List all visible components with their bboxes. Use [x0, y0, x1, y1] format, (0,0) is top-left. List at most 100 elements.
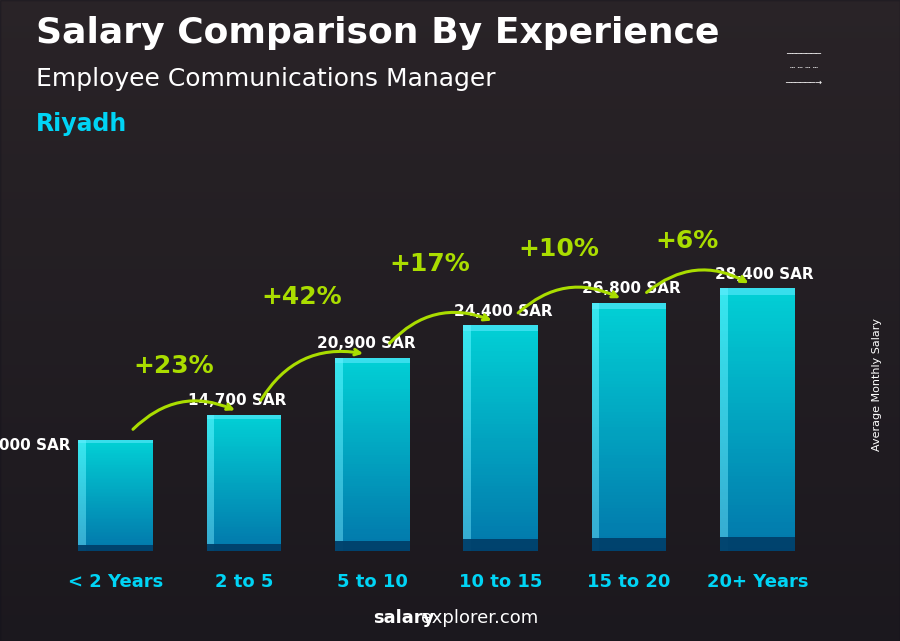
- Bar: [335, 527, 410, 529]
- Bar: [464, 340, 538, 342]
- Bar: [720, 377, 727, 380]
- Bar: [78, 469, 86, 470]
- Bar: [78, 455, 153, 457]
- Bar: [464, 337, 471, 340]
- Bar: [335, 469, 343, 471]
- Bar: [335, 367, 410, 370]
- Bar: [720, 512, 795, 515]
- Bar: [78, 488, 86, 490]
- Bar: [78, 530, 153, 532]
- Bar: [592, 310, 599, 312]
- Bar: [592, 545, 599, 548]
- Bar: [464, 495, 471, 497]
- Bar: [78, 515, 153, 517]
- Text: 14,700 SAR: 14,700 SAR: [188, 394, 287, 408]
- Bar: [207, 522, 214, 524]
- Bar: [207, 536, 281, 538]
- Bar: [720, 420, 727, 423]
- Bar: [720, 459, 727, 463]
- Bar: [78, 442, 153, 443]
- Bar: [592, 437, 599, 440]
- Bar: [78, 485, 153, 486]
- Bar: [335, 527, 343, 529]
- Bar: [464, 481, 471, 483]
- Bar: [720, 315, 727, 318]
- Bar: [335, 363, 410, 365]
- Bar: [207, 432, 281, 434]
- Bar: [592, 369, 599, 371]
- Bar: [592, 312, 666, 315]
- Bar: [592, 526, 599, 529]
- Bar: [464, 362, 471, 365]
- Bar: [464, 472, 538, 475]
- Bar: [335, 430, 410, 433]
- Bar: [464, 463, 538, 467]
- Bar: [592, 347, 599, 349]
- Bar: [207, 487, 214, 488]
- Bar: [335, 399, 343, 401]
- Bar: [78, 542, 153, 543]
- Bar: [720, 545, 727, 548]
- Bar: [592, 408, 666, 412]
- Bar: [592, 538, 666, 551]
- Bar: [592, 529, 666, 533]
- Bar: [78, 442, 86, 443]
- Bar: [207, 458, 214, 460]
- Bar: [592, 393, 666, 396]
- Bar: [207, 494, 214, 495]
- Bar: [335, 404, 410, 406]
- Bar: [592, 427, 666, 430]
- Bar: [78, 540, 86, 542]
- Bar: [207, 439, 214, 440]
- Bar: [464, 461, 471, 463]
- Bar: [335, 481, 343, 483]
- Bar: [464, 351, 471, 354]
- Bar: [592, 418, 599, 421]
- Bar: [592, 483, 599, 486]
- Bar: [720, 502, 727, 505]
- Bar: [464, 416, 538, 419]
- Bar: [464, 497, 538, 501]
- Bar: [464, 549, 538, 551]
- Bar: [207, 514, 281, 515]
- Bar: [78, 505, 86, 507]
- Bar: [335, 539, 410, 542]
- Bar: [78, 545, 86, 547]
- Bar: [592, 443, 666, 445]
- Bar: [207, 485, 214, 487]
- Bar: [464, 430, 471, 433]
- Text: Salary Comparison By Experience: Salary Comparison By Experience: [36, 16, 719, 50]
- Bar: [207, 510, 281, 512]
- Bar: [78, 468, 153, 469]
- Bar: [464, 433, 471, 435]
- Bar: [464, 515, 538, 517]
- Bar: [720, 502, 795, 505]
- Bar: [335, 447, 343, 450]
- Bar: [207, 505, 281, 507]
- Bar: [720, 410, 727, 413]
- Bar: [464, 328, 471, 331]
- Bar: [720, 321, 727, 324]
- Bar: [78, 508, 153, 510]
- Bar: [464, 501, 471, 503]
- Bar: [207, 436, 214, 437]
- Bar: [592, 462, 599, 465]
- Bar: [592, 306, 599, 310]
- Bar: [335, 524, 343, 527]
- Bar: [720, 528, 795, 531]
- Bar: [335, 493, 410, 495]
- Bar: [207, 534, 214, 536]
- Bar: [335, 467, 343, 469]
- Bar: [335, 460, 410, 462]
- Bar: [78, 451, 86, 453]
- Bar: [592, 310, 666, 312]
- Bar: [464, 503, 471, 506]
- Bar: [592, 499, 666, 502]
- Bar: [720, 535, 795, 538]
- Bar: [78, 479, 153, 481]
- Bar: [720, 537, 795, 551]
- Bar: [335, 413, 343, 416]
- Bar: [464, 345, 538, 348]
- Bar: [335, 532, 410, 535]
- Bar: [207, 465, 281, 466]
